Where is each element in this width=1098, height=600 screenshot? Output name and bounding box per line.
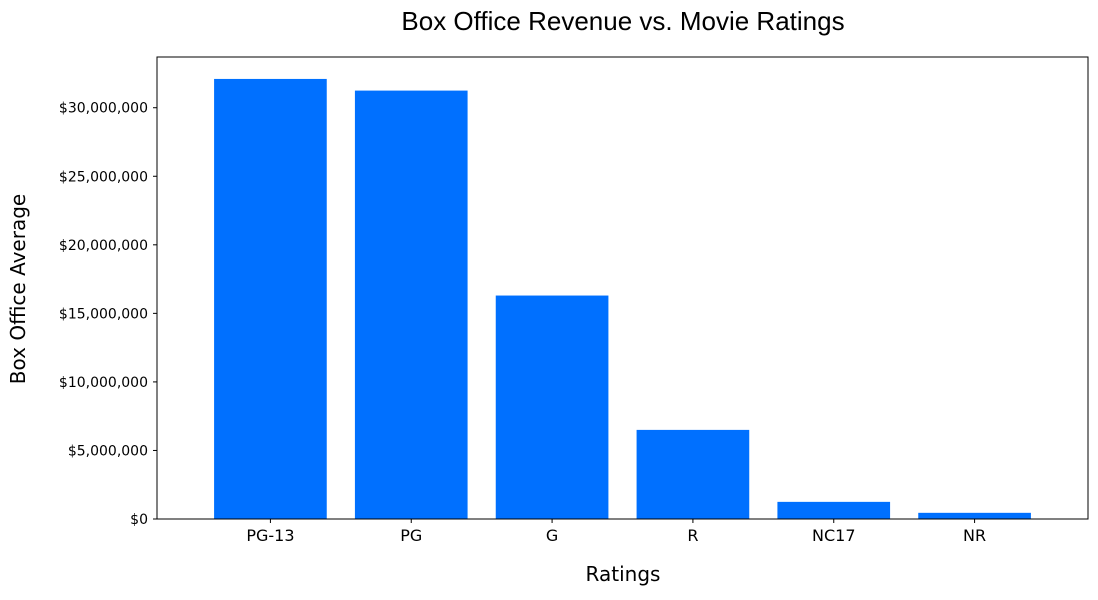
- x-tick-label: G: [546, 526, 558, 545]
- bar-nr: [918, 512, 1031, 519]
- plot-frame: [156, 56, 1089, 520]
- x-axis: PG-13 PG G R NC17 NR: [246, 519, 986, 545]
- x-tick-label: PG: [400, 526, 422, 545]
- y-tick-label: $30,000,000: [59, 101, 148, 117]
- x-axis-label: Ratings: [586, 562, 661, 586]
- bar-pg: [354, 90, 468, 520]
- y-tick-label: $25,000,000: [59, 169, 148, 185]
- y-tick-label: $20,000,000: [59, 238, 148, 254]
- x-tick-label: NC17: [812, 526, 856, 545]
- y-tick-label: $5,000,000: [68, 443, 148, 459]
- chart-title: Box Office Revenue vs. Movie Ratings: [401, 6, 844, 36]
- y-tick-label: $15,000,000: [59, 306, 148, 322]
- y-axis: $0 $5,000,000 $10,000,000 $15,000,000 $20,00…: [59, 101, 157, 528]
- bar-r: [636, 429, 750, 519]
- y-tick-label: $0: [130, 512, 148, 528]
- bar-g: [495, 295, 609, 519]
- x-tick-label: R: [687, 526, 698, 545]
- x-tick-label: PG-13: [246, 526, 294, 545]
- bar-nc17: [777, 501, 891, 519]
- x-tick-label: NR: [963, 526, 986, 545]
- y-axis-label: Box Office Average: [6, 194, 30, 384]
- bar-pg-13: [214, 78, 327, 519]
- bars-group: [214, 78, 1031, 520]
- y-tick-label: $10,000,000: [59, 375, 148, 391]
